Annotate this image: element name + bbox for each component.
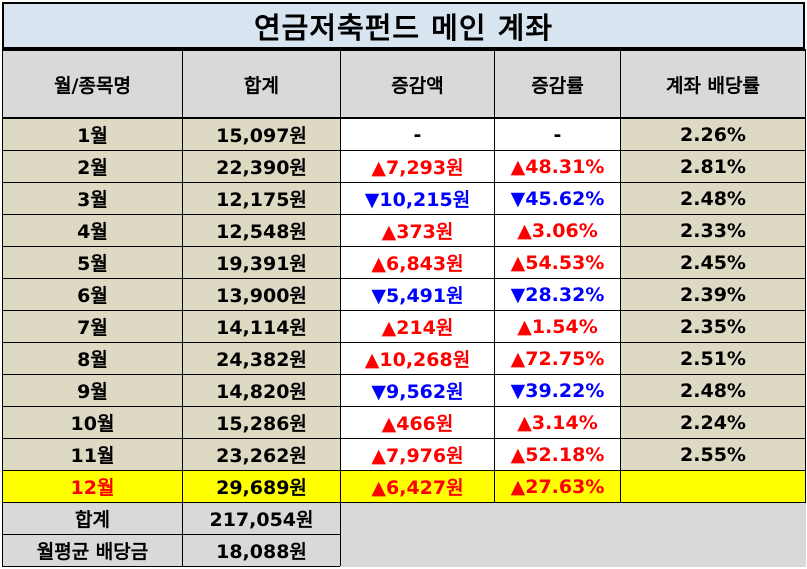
total-cell[interactable]: 24,382원	[182, 342, 341, 375]
change-cell[interactable]: ▼10,215원	[340, 182, 495, 215]
rate-cell[interactable]: ▼28.32%	[494, 278, 621, 311]
total-cell[interactable]: 15,286원	[182, 406, 341, 439]
rate-cell[interactable]: ▲3.06%	[494, 214, 621, 247]
yield-cell[interactable]: 2.24%	[620, 406, 806, 439]
header-yield[interactable]: 계좌 배당률	[620, 49, 806, 119]
rate-cell[interactable]: ▲1.54%	[494, 310, 621, 343]
month-cell[interactable]: 10월	[2, 406, 183, 439]
table-row: 2월 22,390원 ▲7,293원 ▲48.31% 2.81%	[2, 150, 806, 183]
total-cell[interactable]: 22,390원	[182, 150, 341, 183]
total-cell[interactable]: 15,097원	[182, 117, 341, 151]
yield-cell[interactable]: 2.81%	[620, 150, 806, 183]
yield-cell[interactable]: 2.35%	[620, 310, 806, 343]
yield-cell[interactable]: 2.45%	[620, 246, 806, 279]
sheet-title: 연금저축펀드 메인 계좌	[2, 2, 805, 49]
rate-cell[interactable]: ▲3.14%	[494, 406, 621, 439]
change-cell[interactable]: ▲373원	[340, 214, 495, 247]
table-row: 9월 14,820원 ▼9,562원 ▼39.22% 2.48%	[2, 374, 806, 407]
header-change[interactable]: 증감액	[340, 49, 495, 119]
table-row: 11월 23,262원 ▲7,976원 ▲52.18% 2.55%	[2, 438, 806, 471]
footer-label[interactable]: 합계	[2, 502, 183, 535]
month-cell[interactable]: 8월	[2, 342, 183, 375]
dividend-table: 월/종목명 합계 증감액 증감률 계좌 배당률 1월 15,097원 - -2.26%…	[2, 49, 806, 567]
rate-cell[interactable]: ▲27.63%	[494, 470, 621, 503]
yield-cell[interactable]: 2.39%	[620, 278, 806, 311]
total-cell[interactable]: 19,391원	[182, 246, 341, 279]
table-row: 4월 12,548원 ▲373원 ▲3.06% 2.33%	[2, 214, 806, 247]
rate-cell[interactable]: ▲54.53%	[494, 246, 621, 279]
rate-cell[interactable]: ▼39.22%	[494, 374, 621, 407]
footer-value[interactable]: 18,088원	[182, 534, 341, 567]
total-cell[interactable]: 14,114원	[182, 310, 341, 343]
total-cell[interactable]: 12,175원	[182, 182, 341, 215]
month-cell[interactable]: 11월	[2, 438, 183, 471]
rate-cell[interactable]: ▲72.75%	[494, 342, 621, 375]
change-cell[interactable]: ▲7,293원	[340, 150, 495, 183]
total-cell[interactable]: 23,262원	[182, 438, 341, 471]
rate-cell[interactable]: ▼45.62%	[494, 182, 621, 215]
table-row: 12월 29,689원 ▲6,427원 ▲27.63%	[2, 470, 806, 503]
yield-cell[interactable]: 2.26%	[620, 117, 806, 151]
month-cell[interactable]: 4월	[2, 214, 183, 247]
total-cell[interactable]: 13,900원	[182, 278, 341, 311]
footer-row: 합계 217,054원	[2, 502, 806, 567]
month-cell[interactable]: 1월	[2, 117, 183, 151]
total-cell[interactable]: 14,820원	[182, 374, 341, 407]
month-cell[interactable]: 3월	[2, 182, 183, 215]
yield-cell[interactable]: 2.33%	[620, 214, 806, 247]
table-row: 1월 15,097원 - -2.26%	[2, 117, 806, 151]
month-cell[interactable]: 5월	[2, 246, 183, 279]
header-row: 월/종목명 합계 증감액 증감률 계좌 배당률	[2, 49, 806, 119]
yield-cell[interactable]	[620, 470, 806, 503]
change-cell[interactable]: ▼9,562원	[340, 374, 495, 407]
change-cell[interactable]: ▲6,427원	[340, 470, 495, 503]
table-row: 5월 19,391원 ▲6,843원 ▲54.53% 2.45%	[2, 246, 806, 279]
change-cell[interactable]: -	[340, 117, 495, 151]
yield-cell[interactable]: 2.48%	[620, 182, 806, 215]
header-rate[interactable]: 증감률	[494, 49, 621, 119]
month-cell[interactable]: 6월	[2, 278, 183, 311]
header-total[interactable]: 합계	[182, 49, 341, 119]
table-row: 6월 13,900원 ▼5,491원 ▼28.32% 2.39%	[2, 278, 806, 311]
change-cell[interactable]: ▲10,268원	[340, 342, 495, 375]
table-row: 7월 14,114원 ▲214원 ▲1.54% 2.35%	[2, 310, 806, 343]
month-cell[interactable]: 2월	[2, 150, 183, 183]
change-cell[interactable]: ▲466원	[340, 406, 495, 439]
change-cell[interactable]: ▲214원	[340, 310, 495, 343]
empty-area	[340, 502, 806, 567]
table-row: 10월 15,286원 ▲466원 ▲3.14% 2.24%	[2, 406, 806, 439]
rate-cell[interactable]: -	[494, 117, 621, 151]
yield-cell[interactable]: 2.51%	[620, 342, 806, 375]
rate-cell[interactable]: ▲52.18%	[494, 438, 621, 471]
month-cell[interactable]: 9월	[2, 374, 183, 407]
footer-row: 월평균 배당금 18,088원	[2, 534, 806, 567]
change-cell[interactable]: ▼5,491원	[340, 278, 495, 311]
change-cell[interactable]: ▲7,976원	[340, 438, 495, 471]
table-row: 8월 24,382원 ▲10,268원 ▲72.75% 2.51%	[2, 342, 806, 375]
header-month[interactable]: 월/종목명	[2, 49, 183, 119]
yield-cell[interactable]: 2.55%	[620, 438, 806, 471]
footer-value[interactable]: 217,054원	[182, 502, 341, 535]
table-body: 1월 15,097원 - -2.26% 2월 22,390원 ▲7,293원 ▲48.31% 2…	[2, 117, 806, 567]
yield-cell[interactable]: 2.48%	[620, 374, 806, 407]
total-cell[interactable]: 12,548원	[182, 214, 341, 247]
rate-cell[interactable]: ▲48.31%	[494, 150, 621, 183]
table-row: 3월 12,175원 ▼10,215원 ▼45.62% 2.48%	[2, 182, 806, 215]
total-cell[interactable]: 29,689원	[182, 470, 341, 503]
month-cell[interactable]: 12월	[2, 470, 183, 503]
footer-label[interactable]: 월평균 배당금	[2, 534, 183, 567]
month-cell[interactable]: 7월	[2, 310, 183, 343]
change-cell[interactable]: ▲6,843원	[340, 246, 495, 279]
